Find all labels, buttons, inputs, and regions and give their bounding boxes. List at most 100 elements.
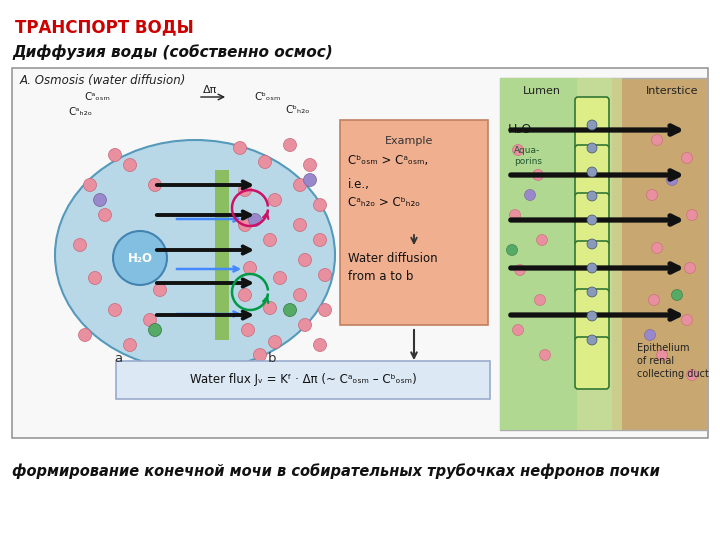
Circle shape <box>587 239 597 249</box>
Circle shape <box>533 170 544 180</box>
FancyBboxPatch shape <box>575 289 609 341</box>
FancyBboxPatch shape <box>116 361 490 399</box>
Circle shape <box>299 253 312 267</box>
FancyBboxPatch shape <box>340 120 488 325</box>
Bar <box>215 170 229 340</box>
Circle shape <box>649 294 660 306</box>
Text: H₂O: H₂O <box>127 253 153 266</box>
Circle shape <box>294 219 307 232</box>
Circle shape <box>264 301 276 314</box>
Circle shape <box>686 210 698 220</box>
FancyBboxPatch shape <box>575 193 609 245</box>
Text: Cᵇₒₛₘ > Cᵃₒₛₘ,: Cᵇₒₛₘ > Cᵃₒₛₘ, <box>348 154 428 167</box>
Circle shape <box>644 329 655 341</box>
Ellipse shape <box>55 140 335 370</box>
Circle shape <box>672 289 683 300</box>
Text: ТРАНСПОРТ ВОДЫ: ТРАНСПОРТ ВОДЫ <box>15 18 194 36</box>
Circle shape <box>269 335 282 348</box>
Circle shape <box>313 199 326 212</box>
Text: Cᵇₕ₂ₒ: Cᵇₕ₂ₒ <box>286 105 310 115</box>
Circle shape <box>153 284 166 296</box>
Bar <box>12 68 708 438</box>
Circle shape <box>124 159 137 172</box>
Circle shape <box>682 314 693 326</box>
Text: Interstice: Interstice <box>646 86 698 96</box>
Circle shape <box>258 156 271 168</box>
Text: Cᵇₒₛₘ: Cᵇₒₛₘ <box>255 92 282 102</box>
Circle shape <box>113 231 167 285</box>
Circle shape <box>78 328 91 341</box>
Circle shape <box>667 174 678 186</box>
Text: H₂O: H₂O <box>508 123 532 136</box>
Circle shape <box>318 268 331 281</box>
Circle shape <box>506 245 518 255</box>
Circle shape <box>313 233 326 246</box>
Circle shape <box>524 190 536 200</box>
Text: Cᵃₕ₂ₒ: Cᵃₕ₂ₒ <box>68 107 92 117</box>
FancyBboxPatch shape <box>575 145 609 197</box>
FancyBboxPatch shape <box>575 337 609 389</box>
Text: i.e.,: i.e., <box>348 178 370 191</box>
Circle shape <box>264 233 276 246</box>
Circle shape <box>587 263 597 273</box>
Text: Epithelium
of renal
collecting duct: Epithelium of renal collecting duct <box>637 343 709 380</box>
Text: b: b <box>268 352 276 365</box>
Circle shape <box>515 265 526 275</box>
Circle shape <box>652 134 662 145</box>
Text: Диффузия воды (собственно осмос): Диффузия воды (собственно осмос) <box>12 44 333 60</box>
Circle shape <box>241 323 254 336</box>
Text: Δπ: Δπ <box>203 85 217 95</box>
Circle shape <box>238 219 251 232</box>
Circle shape <box>513 325 523 335</box>
Circle shape <box>304 159 317 172</box>
Circle shape <box>238 288 251 301</box>
Circle shape <box>143 314 156 327</box>
Circle shape <box>657 349 667 361</box>
Bar <box>500 78 707 430</box>
Circle shape <box>513 145 523 156</box>
Circle shape <box>534 294 546 306</box>
Circle shape <box>73 239 86 252</box>
Circle shape <box>685 262 696 273</box>
Circle shape <box>587 287 597 297</box>
Circle shape <box>109 148 122 161</box>
Circle shape <box>89 272 102 285</box>
Circle shape <box>536 234 547 246</box>
Circle shape <box>233 141 246 154</box>
Circle shape <box>539 349 551 361</box>
Text: a: a <box>114 352 122 365</box>
Text: A. Osmosis (water diffusion): A. Osmosis (water diffusion) <box>20 74 186 87</box>
Circle shape <box>510 210 521 220</box>
FancyBboxPatch shape <box>575 97 609 149</box>
Circle shape <box>284 303 297 316</box>
Text: Cᵃₕ₂ₒ > Cᵇₕ₂ₒ: Cᵃₕ₂ₒ > Cᵇₕ₂ₒ <box>348 196 420 209</box>
FancyBboxPatch shape <box>575 241 609 293</box>
Text: Cᵃₒₛₘ: Cᵃₒₛₘ <box>84 92 110 102</box>
Text: Aqua-
porins: Aqua- porins <box>514 146 542 166</box>
Circle shape <box>686 369 698 381</box>
Circle shape <box>148 179 161 192</box>
Circle shape <box>294 288 307 301</box>
Circle shape <box>587 143 597 153</box>
Circle shape <box>587 215 597 225</box>
Circle shape <box>94 193 107 206</box>
Circle shape <box>587 120 597 130</box>
Circle shape <box>253 348 266 361</box>
Text: Lumen: Lumen <box>523 86 561 96</box>
Circle shape <box>269 193 282 206</box>
Circle shape <box>148 323 161 336</box>
Text: формирование конечной мочи в собирательных трубочках нефронов почки: формирование конечной мочи в собирательн… <box>12 463 660 479</box>
Circle shape <box>313 339 326 352</box>
Circle shape <box>243 261 256 274</box>
Circle shape <box>248 213 261 226</box>
Circle shape <box>587 191 597 201</box>
Circle shape <box>299 319 312 332</box>
Circle shape <box>109 303 122 316</box>
Circle shape <box>99 208 112 221</box>
Bar <box>500 78 612 430</box>
Circle shape <box>274 272 287 285</box>
Circle shape <box>238 184 251 197</box>
Circle shape <box>587 311 597 321</box>
Circle shape <box>587 335 597 345</box>
Circle shape <box>587 167 597 177</box>
